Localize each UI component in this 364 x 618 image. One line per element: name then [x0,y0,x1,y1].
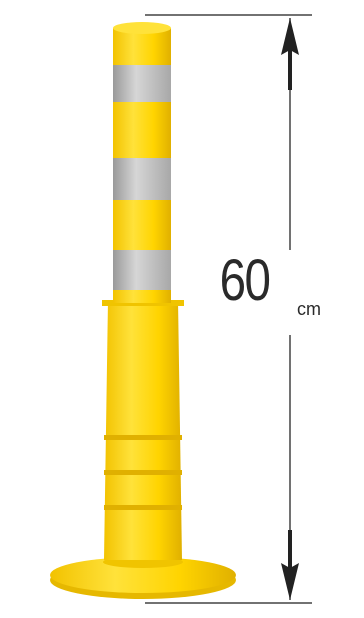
reflective-band-1 [113,65,171,102]
bollard-base [50,556,236,599]
dimension-value: 60 [218,248,271,313]
dimension-unit: cm [297,299,321,319]
bollard-lower-body [102,300,184,560]
arrow-up-icon [281,18,299,90]
reflective-bands [113,65,171,290]
arrow-down-icon [281,530,299,600]
reflective-band-3 [113,250,171,290]
reflective-band-2 [113,158,171,200]
